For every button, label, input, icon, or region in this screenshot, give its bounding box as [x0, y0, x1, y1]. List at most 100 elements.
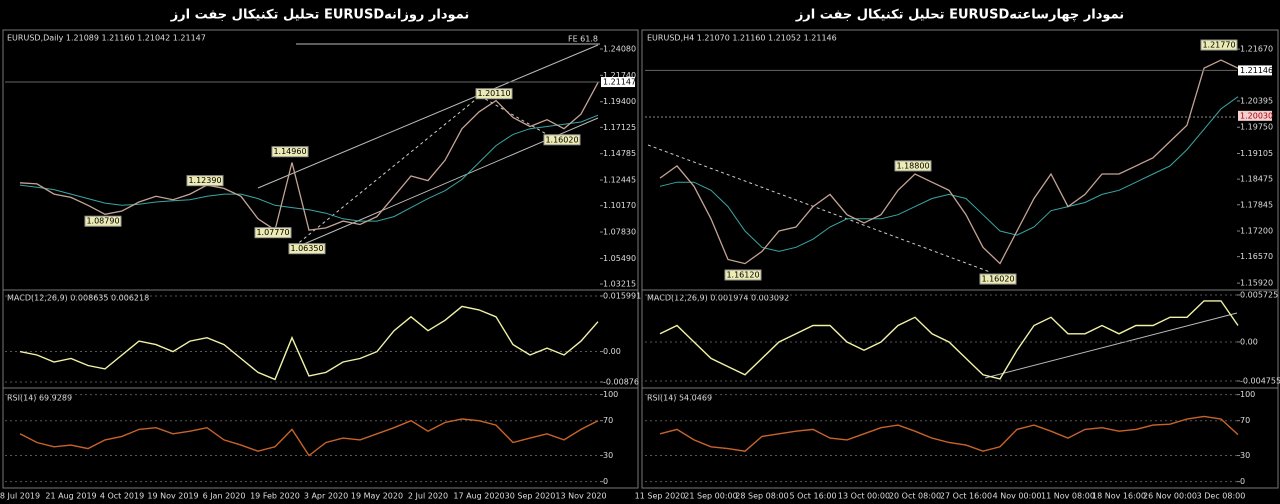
x-tick-label: 3 Apr 2020 [304, 492, 348, 501]
level-box [1238, 110, 1272, 121]
y-tick-label: 1.19400 [603, 97, 636, 106]
macd-line [659, 300, 1239, 380]
x-tick-label: 28 Sep 08:00 [735, 492, 788, 501]
y-tick-label: -0.004755 [1240, 376, 1280, 385]
fe-label: FE 61.8 [568, 35, 598, 44]
y-tick-label: 1.10170 [603, 201, 636, 210]
x-tick-label: 11 Nov 08:00 [1041, 492, 1095, 501]
annotation-box [724, 269, 762, 281]
x-tick-label: 2 Jul 2020 [408, 492, 448, 501]
x-tick-label: 4 Oct 2019 [100, 492, 144, 501]
y-tick-label: 1.07830 [603, 228, 636, 237]
macd-trend-line [984, 312, 1238, 379]
x-tick-label: 5 Oct 16:00 [789, 492, 836, 501]
rsi-frame [2, 387, 639, 489]
current-price-label: 1.21147 [603, 78, 636, 87]
y-tick-label: 1.21740 [603, 71, 636, 80]
y-tick-label: 0.005725 [1240, 290, 1278, 299]
y-tick-label: 1.21670 [1240, 45, 1273, 54]
annotation-box [271, 146, 309, 158]
y-tick-label: 1.17125 [603, 123, 636, 132]
x-tick-label: 11 Sep 2020 [635, 492, 686, 501]
level-label: 1.20030 [1240, 111, 1273, 120]
x-tick-label: 30 Sep 2020 [505, 492, 556, 501]
annotation-label: 1.16020 [981, 275, 1014, 284]
y-tick-label: 30 [603, 451, 613, 460]
y-tick-label: 1.03215 [603, 280, 636, 289]
y-tick-label: 1.14785 [603, 149, 636, 158]
annotation-box [894, 160, 932, 172]
y-tick-label: 1.05490 [603, 254, 636, 263]
x-tick-label: 19 May 2020 [351, 492, 403, 501]
annotation-label: 1.18800 [896, 161, 929, 170]
y-tick-label: 1.20395 [1240, 96, 1273, 105]
annotation-label: 1.12390 [188, 176, 221, 185]
annotation-label: 1.14960 [273, 147, 306, 156]
y-tick-label: -0.00876 [603, 378, 639, 387]
x-tick-label: 13 Nov 2020 [555, 492, 606, 501]
current-price-label: 1.21146 [1240, 66, 1273, 75]
y-tick-label: 100 [1240, 390, 1255, 399]
price-line [659, 59, 1239, 265]
trend-line [647, 144, 991, 273]
panel-info: RSI(14) 54.0469 [647, 394, 712, 403]
rsi-line [659, 415, 1239, 452]
y-tick-label: 1.19750 [1240, 123, 1273, 132]
annotation-box [475, 88, 513, 100]
annotation-box [543, 134, 581, 146]
fib-line [289, 95, 481, 251]
y-tick-label: 1.19105 [1240, 149, 1273, 158]
annotation-label: 1.07770 [256, 228, 289, 237]
panel-info: EURUSD,H4 1.21070 1.21160 1.21052 1.2114… [647, 34, 837, 43]
x-tick-label: 13 Oct 00:00 [838, 492, 890, 501]
y-tick-label: 100 [603, 390, 618, 399]
annotation-box [254, 227, 292, 239]
y-tick-label: 1.17200 [1240, 227, 1273, 236]
panel-info: MACD(12,26,9) 0.001974 0.003092 [647, 294, 789, 303]
annotation-label: 1.16020 [545, 135, 578, 144]
moving-average [19, 114, 599, 222]
x-tick-label: 27 Oct 16:00 [940, 492, 992, 501]
y-tick-label: 0.00 [603, 347, 621, 356]
annotation-box [186, 175, 224, 187]
y-tick-label: 1.17845 [1240, 200, 1273, 209]
annotation-label: 1.08790 [86, 217, 119, 226]
annotation-box [288, 243, 326, 255]
x-tick-label: 20 Oct 08:00 [889, 492, 941, 501]
x-tick-label: 26 Nov 00:00 [1143, 492, 1197, 501]
x-tick-label: 21 Aug 2019 [45, 492, 96, 501]
x-tick-label: 8 Jul 2019 [0, 492, 40, 501]
x-tick-label: 18 Nov 16:00 [1092, 492, 1146, 501]
panel-info: EURUSD,Daily 1.21089 1.21160 1.21042 1.2… [7, 34, 206, 43]
rsi-frame [641, 387, 1279, 489]
price-line [19, 82, 599, 232]
y-tick-label: 1.12445 [603, 176, 636, 185]
panel-info: RSI(14) 69.9289 [7, 394, 72, 403]
fib-line [479, 95, 549, 136]
y-tick-label: 0 [603, 477, 608, 486]
annotation-label: 1.16120 [726, 270, 759, 279]
annotation-label: 1.06350 [290, 244, 323, 253]
annotation-box [979, 273, 1017, 285]
annotation-box [1200, 39, 1238, 51]
y-tick-label: 0.015991 [603, 291, 641, 300]
annotation-box [84, 215, 122, 227]
x-tick-label: 4 Nov 00:00 [993, 492, 1042, 501]
y-tick-label: 30 [1240, 451, 1250, 460]
chart-title: تحلیل تکنیکال جفت ارز EURUSDنمودار چهارس… [795, 8, 1124, 23]
y-tick-label: 70 [603, 416, 613, 425]
y-tick-label: 0.00 [1240, 337, 1258, 346]
channel-line [257, 44, 599, 189]
y-tick-label: 0 [1240, 477, 1245, 486]
annotation-label: 1.20110 [477, 89, 510, 98]
x-tick-label: 21 Sep 00:00 [684, 492, 737, 501]
current-price-box [1238, 65, 1272, 76]
x-tick-label: 17 Aug 2020 [453, 492, 504, 501]
x-tick-label: 19 Nov 2019 [147, 492, 198, 501]
moving-average [659, 96, 1239, 252]
chart-title: تحلیل تکنیکال جفت ارز EURUSDنمودار روزان… [170, 8, 470, 23]
macd-line [19, 305, 599, 381]
y-tick-label: 1.24080 [603, 45, 636, 54]
